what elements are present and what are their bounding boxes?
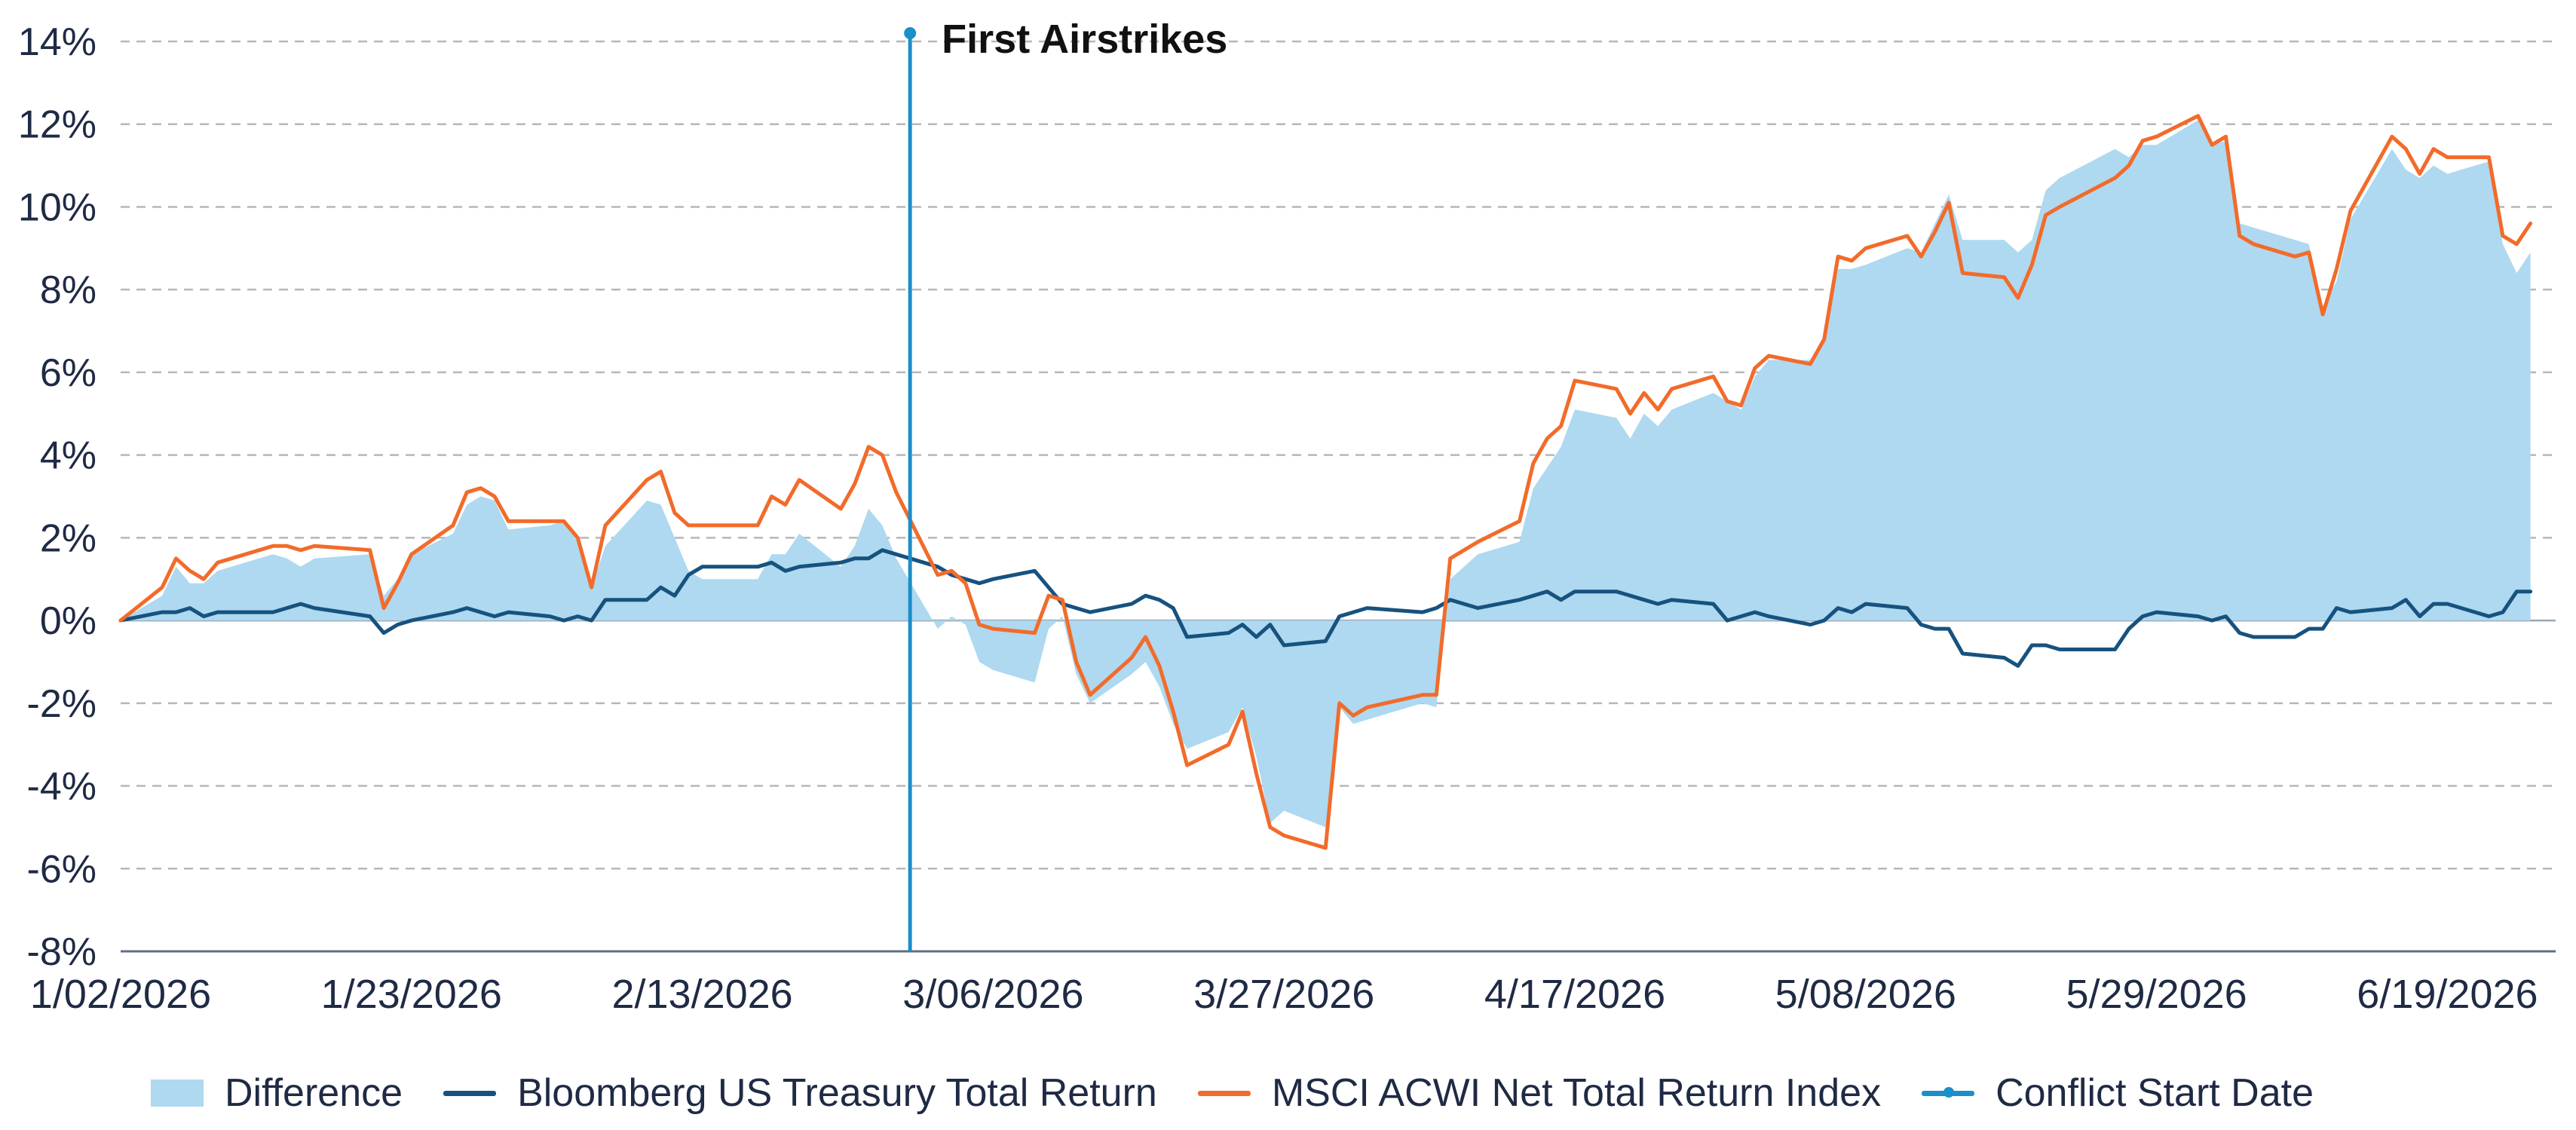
legend-label-msci: MSCI ACWI Net Total Return Index <box>1271 1071 1882 1115</box>
x-tick-label: 2/13/2026 <box>611 972 792 1017</box>
x-tick-label: 5/29/2026 <box>2066 972 2247 1017</box>
annotation-label: First Airstrikes <box>942 17 1227 62</box>
series-lines <box>118 114 2533 850</box>
legend: Difference Bloomberg US Treasury Total R… <box>151 1059 2354 1127</box>
x-tick-label: 1/02/2026 <box>30 972 211 1017</box>
legend-item-difference: Difference <box>151 1070 403 1116</box>
x-tick-label: 4/17/2026 <box>1484 972 1665 1017</box>
y-tick-label: 8% <box>40 268 96 312</box>
y-tick-label: 0% <box>40 599 96 643</box>
legend-item-treasury: Bloomberg US Treasury Total Return <box>443 1070 1157 1116</box>
y-tick-label: -4% <box>27 765 96 809</box>
legend-item-conflict: Conflict Start Date <box>1922 1070 2314 1116</box>
msci-line <box>118 114 2533 850</box>
y-tick-label: -2% <box>27 682 96 726</box>
legend-swatch-conflict-dot <box>1943 1086 1955 1098</box>
y-tick-label: 14% <box>18 20 96 64</box>
treasury-line <box>118 548 2533 668</box>
y-tick-label: 4% <box>40 434 96 478</box>
x-axis-tick-labels: 1/02/2026 1/23/2026 2/13/2026 3/06/2026 3/27… <box>30 972 2538 1017</box>
legend-swatch-difference <box>151 1079 204 1107</box>
y-tick-label: 12% <box>18 103 96 147</box>
legend-swatch-msci <box>1197 1090 1251 1096</box>
legend-item-msci: MSCI ACWI Net Total Return Index <box>1197 1070 1882 1116</box>
conflict-annotation: First Airstrikes <box>904 17 1227 951</box>
legend-label-difference: Difference <box>225 1071 403 1115</box>
y-tick-label: -8% <box>27 930 96 974</box>
legend-swatch-conflict <box>1922 1086 1975 1098</box>
y-tick-label: 10% <box>18 185 96 229</box>
x-tick-label: 3/06/2026 <box>902 972 1083 1017</box>
y-axis-tick-labels: 14% 12% 10% 8% 6% 4% 2% 0% -2% -4% -6% -8% <box>18 20 96 974</box>
legend-label-conflict: Conflict Start Date <box>1996 1071 2314 1115</box>
y-tick-label: -6% <box>27 847 96 891</box>
x-tick-label: 3/27/2026 <box>1193 972 1374 1017</box>
legend-swatch-treasury <box>443 1090 497 1096</box>
conflict-start-dot <box>904 27 917 39</box>
y-tick-label: 6% <box>40 351 96 395</box>
difference-area <box>121 120 2531 828</box>
x-tick-label: 1/23/2026 <box>321 972 502 1017</box>
y-tick-label: 2% <box>40 516 96 560</box>
legend-label-treasury: Bloomberg US Treasury Total Return <box>517 1071 1157 1115</box>
x-tick-label: 5/08/2026 <box>1775 972 1956 1017</box>
difference-area-layer <box>121 120 2531 828</box>
x-tick-label: 6/19/2026 <box>2357 972 2538 1017</box>
